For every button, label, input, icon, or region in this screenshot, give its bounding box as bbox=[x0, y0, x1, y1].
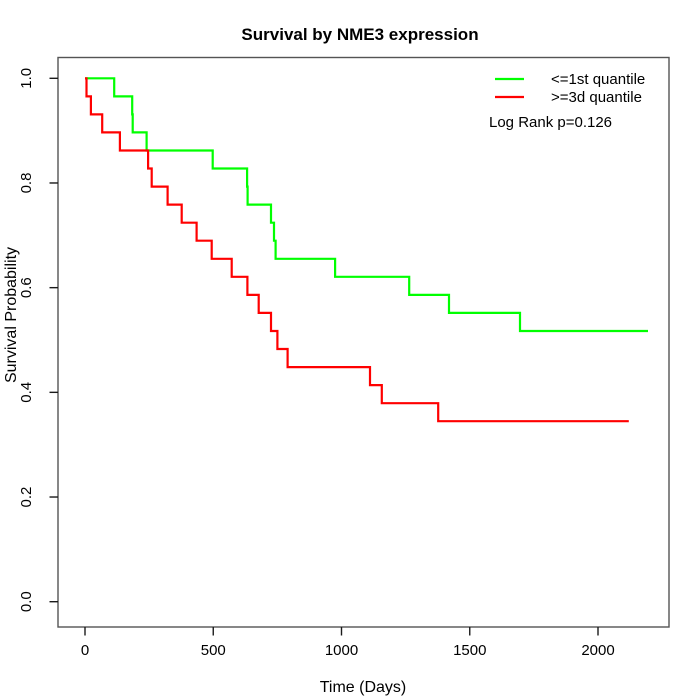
plot-border bbox=[57, 56, 670, 628]
km-curve-high-expression bbox=[85, 77, 629, 423]
x-tick-label: 2000 bbox=[581, 642, 614, 659]
y-tick-label: 1.0 bbox=[18, 68, 35, 89]
y-tick-label: 0.8 bbox=[18, 173, 35, 194]
x-tick-label: 1500 bbox=[453, 642, 486, 659]
y-tick-label: 0.6 bbox=[18, 277, 35, 298]
legend: <=1st quantile >=3d quantile Log Rank p=… bbox=[489, 71, 645, 131]
x-tick-label: 500 bbox=[201, 642, 226, 659]
y-tick-label: 0.4 bbox=[18, 382, 35, 403]
survival-curves bbox=[85, 77, 648, 423]
page-title: Survival by NME3 expression bbox=[241, 25, 478, 44]
y-axis-ticks: 0.0 0.2 0.4 0.6 0.8 1.0 bbox=[18, 68, 58, 612]
legend-label-low-expression: <=1st quantile bbox=[551, 71, 645, 88]
legend-label-high-expression: >=3d quantile bbox=[551, 89, 642, 106]
y-tick-label: 0.2 bbox=[18, 487, 35, 508]
log-rank-p-value: Log Rank p=0.126 bbox=[489, 114, 612, 131]
km-curve-low-expression bbox=[85, 77, 648, 333]
x-axis-title: Time (Days) bbox=[320, 679, 407, 696]
x-axis-ticks: 0 500 1000 1500 2000 bbox=[81, 627, 615, 659]
y-axis-title: Survival Probability bbox=[3, 247, 20, 383]
x-tick-label: 1000 bbox=[325, 642, 358, 659]
y-tick-label: 0.0 bbox=[18, 591, 35, 612]
x-tick-label: 0 bbox=[81, 642, 89, 659]
